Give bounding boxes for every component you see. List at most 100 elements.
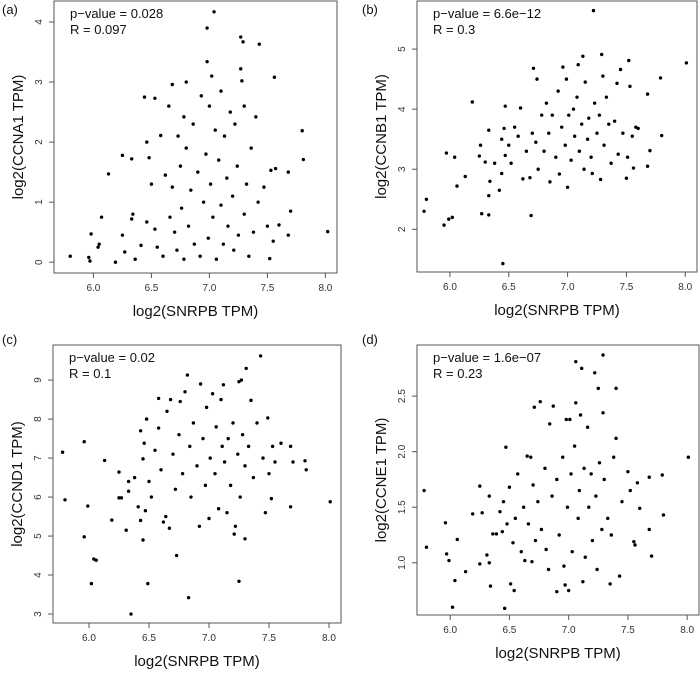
scatter-panel: 6.0 6.5 7.0 7.5 8.0 1.0 1.5 2.0 2.5 log2(SNRPB TP… <box>362 332 700 662</box>
data-point <box>487 193 491 198</box>
data-point <box>501 499 506 504</box>
data-point <box>326 229 330 234</box>
data-point <box>535 77 539 81</box>
data-point <box>126 479 131 484</box>
data-point <box>609 533 614 537</box>
data-point <box>177 432 181 437</box>
data-point <box>225 510 229 515</box>
data-point <box>185 373 190 377</box>
data-point <box>581 579 585 584</box>
data-point <box>89 232 93 236</box>
data-point <box>288 505 293 509</box>
data-point <box>597 113 602 117</box>
data-point <box>163 173 168 177</box>
data-point <box>531 483 535 487</box>
data-point <box>661 513 666 517</box>
data-point <box>500 171 504 176</box>
data-point <box>550 113 554 117</box>
data-point <box>267 471 271 476</box>
data-point <box>600 52 604 57</box>
data-point <box>146 581 150 586</box>
data-point <box>511 541 515 545</box>
data-point <box>570 549 574 554</box>
data-point <box>153 227 157 231</box>
data-point <box>147 479 151 484</box>
data-point <box>219 203 223 207</box>
data-point <box>94 558 98 562</box>
data-point <box>138 429 143 433</box>
data-point <box>502 606 507 611</box>
data-point <box>543 466 547 471</box>
data-point <box>172 230 177 234</box>
x-tick-label: 8.0 <box>678 282 692 293</box>
data-point <box>204 405 209 410</box>
data-point <box>273 460 277 464</box>
data-point <box>580 122 584 126</box>
data-point <box>133 257 137 261</box>
data-point <box>164 514 168 519</box>
y-axis-label: log2(CCND1 TPM) <box>9 421 26 547</box>
data-point <box>110 518 114 522</box>
data-point <box>505 522 509 526</box>
data-point <box>257 42 261 46</box>
data-point <box>540 113 544 117</box>
data-point <box>249 146 253 150</box>
data-point <box>149 495 154 499</box>
y-tick-label: 5 <box>397 46 408 52</box>
x-tick-label: 7.5 <box>260 283 274 294</box>
data-point <box>530 131 534 135</box>
data-point <box>192 242 197 246</box>
data-point <box>590 171 594 176</box>
data-point <box>89 581 94 586</box>
data-point <box>625 155 630 159</box>
y-tick-label: 0 <box>34 259 45 265</box>
data-point <box>249 398 253 403</box>
data-point <box>269 168 273 173</box>
data-point <box>126 489 131 493</box>
data-point <box>156 426 161 430</box>
data-point <box>262 185 266 189</box>
data-point <box>178 164 183 168</box>
data-point <box>225 176 229 180</box>
r-annotation: R = 0.3 <box>433 22 475 37</box>
data-point <box>620 499 624 504</box>
x-axis-label: log2(SNRPB TPM) <box>133 303 259 320</box>
data-point <box>554 155 558 159</box>
r-annotation: R = 0.097 <box>70 22 127 37</box>
data-point <box>263 510 268 515</box>
data-point <box>120 153 125 158</box>
data-point <box>286 233 290 237</box>
data-point <box>604 95 609 99</box>
panel-label: (b) <box>362 2 378 17</box>
data-point <box>273 166 278 171</box>
data-point <box>244 182 249 186</box>
data-point <box>564 77 569 81</box>
data-point <box>557 172 562 176</box>
data-point <box>601 353 605 357</box>
p-value-annotation: p−value = 6.6e−12 <box>433 6 541 21</box>
data-point <box>529 455 533 459</box>
data-point <box>660 473 664 477</box>
data-point <box>500 137 504 141</box>
data-point <box>523 558 527 563</box>
data-point <box>226 224 230 228</box>
data-point <box>487 128 491 132</box>
data-point <box>633 543 637 547</box>
data-point <box>638 506 642 511</box>
data-point <box>602 143 606 147</box>
data-point <box>579 366 584 371</box>
data-point <box>233 122 237 126</box>
data-point <box>214 425 218 429</box>
y-axis-label: log2(CCNB1 TPM) <box>373 74 390 199</box>
panel-label: (c) <box>2 332 17 347</box>
data-point <box>492 161 497 165</box>
data-point <box>572 134 577 138</box>
data-point <box>208 456 212 460</box>
data-point <box>241 40 245 44</box>
data-point <box>236 452 240 456</box>
data-point <box>647 527 651 532</box>
data-point <box>614 436 618 441</box>
data-point <box>561 455 565 459</box>
x-tick-label: 6.5 <box>502 625 516 636</box>
